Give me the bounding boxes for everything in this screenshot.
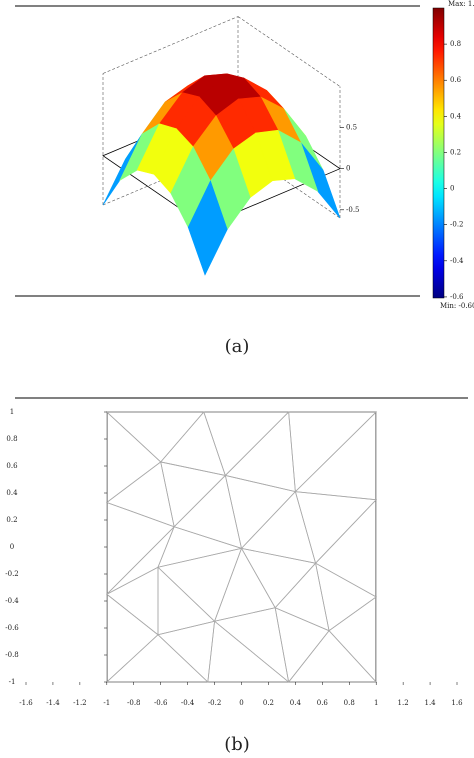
x-tick-label: 0: [239, 699, 243, 707]
mesh-triangle: [106, 566, 159, 636]
colorbar-tick-label: -0.4: [450, 257, 464, 265]
surface-patch: [187, 180, 228, 276]
mesh-triangle: [288, 411, 378, 493]
x-tick-label: 1.2: [398, 699, 409, 707]
mesh-triangle: [105, 461, 175, 528]
colorbar-tick-label: -0.6: [450, 293, 464, 301]
mesh-triangle: [157, 526, 244, 568]
mesh-triangle: [106, 526, 175, 595]
mesh-triangle: [224, 411, 296, 493]
y-tick-label: 0.4: [6, 489, 18, 497]
x-tick-label: -0.4: [181, 699, 195, 707]
x-tick-label: 1: [374, 699, 378, 707]
x-tick-label: 0.8: [344, 699, 355, 707]
z-tick-label: -0.5: [346, 206, 360, 214]
colorbar-tick-label: 0.6: [450, 76, 462, 84]
mesh-triangle: [240, 490, 317, 564]
mesh-triangle: [157, 566, 216, 636]
mesh-triangle: [314, 498, 377, 598]
mesh-triangle: [294, 491, 378, 564]
mesh-triangle: [160, 461, 227, 528]
mesh-triangle: [287, 630, 378, 683]
x-tick-label: 0.6: [317, 699, 329, 707]
x-tick-label: -1: [103, 699, 110, 707]
mesh-triangle: [240, 547, 317, 609]
colorbar-tick-label: 0: [450, 185, 454, 193]
x-tick-label: 0.4: [290, 699, 302, 707]
mesh-triangle: [106, 501, 175, 596]
x-tick-label: -0.8: [127, 699, 141, 707]
y-tick-label: -0.6: [5, 624, 19, 632]
z-tick-label: 0.5: [346, 124, 357, 132]
mesh-triangle: [105, 634, 209, 683]
colorbar-tick-label: 0.4: [450, 112, 462, 120]
mesh-triangle: [274, 562, 330, 632]
x-tick-label: -0.6: [154, 699, 168, 707]
mesh-triangle: [207, 620, 290, 683]
box-edge: [102, 16, 239, 74]
x-tick-label: 1.4: [424, 699, 436, 707]
x-tick-label: -1.4: [46, 699, 60, 707]
y-tick-label: 0.6: [6, 462, 18, 470]
y-tick-label: -0.2: [5, 570, 19, 578]
mesh-triangle: [274, 607, 330, 683]
x-tick-label: -1.6: [19, 699, 33, 707]
mesh-triangle: [159, 411, 226, 476]
mesh-triangle: [294, 411, 377, 501]
colorbar-max: Max: 1.00: [448, 0, 474, 8]
mesh-triangle: [106, 593, 159, 683]
mesh-triangle: [106, 411, 162, 504]
mesh-triangle: [213, 607, 290, 683]
caption: (b): [224, 734, 250, 755]
caption: (a): [225, 336, 250, 357]
mesh-triangle: [157, 547, 243, 622]
colorbar-min: Min: -0.606: [440, 302, 474, 310]
mesh-triangle: [328, 596, 377, 684]
mesh-triangle: [315, 562, 377, 632]
y-tick-label: 0.8: [6, 435, 17, 443]
y-tick-label: -0.4: [5, 597, 19, 605]
y-tick-label: 0.2: [6, 516, 17, 524]
x-tick-label: 1.6: [451, 699, 463, 707]
mesh-triangle: [157, 620, 216, 683]
x-tick-label: 0.2: [263, 699, 274, 707]
mesh-triangle: [105, 411, 205, 463]
colorbar-tick-label: 0.2: [450, 148, 461, 156]
colorbar: [432, 7, 445, 299]
y-tick-label: 1: [10, 408, 14, 416]
z-tick-label: 0: [346, 165, 350, 173]
y-tick-label: -0.8: [5, 651, 19, 659]
x-tick-label: -0.2: [208, 699, 222, 707]
x-tick-label: -1.2: [73, 699, 87, 707]
y-tick-label: 0: [10, 543, 14, 551]
colorbar-tick-label: 0.8: [450, 40, 461, 48]
mesh-triangle: [203, 411, 290, 477]
box-edge: [237, 16, 341, 87]
mesh-triangle: [213, 547, 276, 622]
y-tick-label: -1: [9, 678, 16, 686]
mesh-triangle: [224, 474, 297, 550]
colorbar-tick-label: -0.2: [450, 221, 464, 229]
